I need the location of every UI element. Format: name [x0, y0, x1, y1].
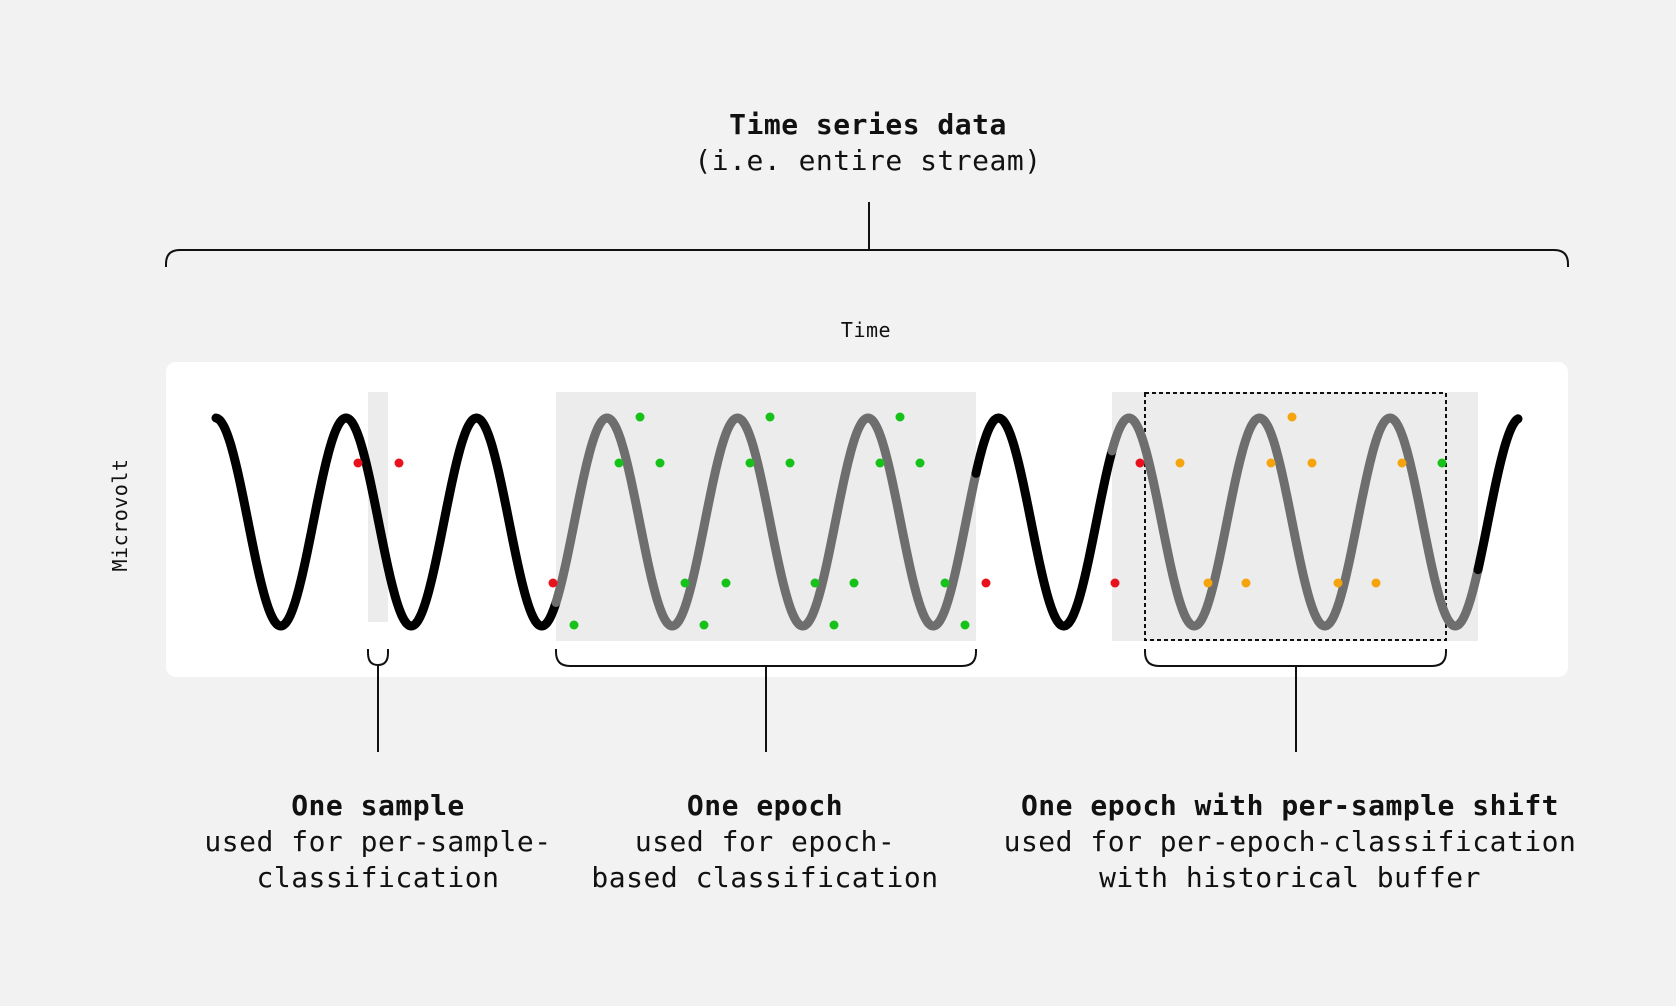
- shift-buffer-outline: [1144, 392, 1447, 641]
- marker-green-18: [1437, 458, 1447, 468]
- marker-red-0: [353, 458, 363, 468]
- marker-green-12: [849, 578, 859, 588]
- marker-red-3: [981, 578, 991, 588]
- marker-red-5: [1135, 458, 1145, 468]
- marker-red-2: [548, 578, 558, 588]
- marker-green-14: [895, 412, 905, 422]
- signal-segment-post: [1473, 414, 1523, 575]
- marker-green-11: [829, 620, 839, 630]
- sample-markers: [353, 412, 1447, 630]
- marker-green-1: [614, 458, 624, 468]
- marker-red-1: [394, 458, 404, 468]
- caption-shift-body: used for per-epoch-classification with h…: [1003, 825, 1577, 894]
- marker-green-4: [680, 578, 690, 588]
- marker-orange-2: [1241, 578, 1251, 588]
- signal-segment-epoch: [551, 413, 981, 631]
- marker-orange-3: [1266, 458, 1276, 468]
- caption-epoch: One epoch used for epoch- based classifi…: [565, 788, 965, 896]
- marker-orange-8: [1397, 458, 1407, 468]
- y-axis-label: Microvolt: [108, 458, 132, 572]
- marker-red-4: [1110, 578, 1120, 588]
- marker-orange-5: [1307, 458, 1317, 468]
- marker-green-8: [765, 412, 775, 422]
- marker-orange-0: [1175, 458, 1185, 468]
- caption-epoch-body: used for epoch- based classification: [591, 825, 939, 894]
- marker-green-13: [875, 458, 885, 468]
- page-subtitle: (i.e. entire stream): [694, 144, 1042, 177]
- marker-green-2: [635, 412, 645, 422]
- caption-shift-title: One epoch with per-sample shift: [1020, 789, 1560, 822]
- caption-sample-body: used for per-sample- classification: [204, 825, 552, 894]
- caption-epoch-title: One epoch: [686, 789, 844, 822]
- marker-green-3: [655, 458, 665, 468]
- caption-sample: One sample used for per-sample- classifi…: [178, 788, 578, 896]
- marker-green-0: [569, 620, 579, 630]
- marker-green-15: [915, 458, 925, 468]
- signal-segment-pre: [211, 413, 561, 631]
- marker-green-6: [721, 578, 731, 588]
- signal-segment-mid: [971, 413, 1117, 631]
- marker-orange-4: [1287, 412, 1297, 422]
- x-axis-label: Time: [840, 318, 892, 342]
- marker-orange-1: [1203, 578, 1213, 588]
- caption-shift: One epoch with per-sample shift used for…: [980, 788, 1600, 896]
- signal-segment-shift: [1107, 413, 1483, 631]
- marker-green-17: [960, 620, 970, 630]
- marker-green-16: [940, 578, 950, 588]
- marker-green-5: [699, 620, 709, 630]
- marker-green-9: [785, 458, 795, 468]
- marker-green-10: [810, 578, 820, 588]
- stream-brace-bar: [165, 249, 1569, 267]
- signal: [211, 413, 1523, 631]
- marker-orange-7: [1371, 578, 1381, 588]
- marker-green-7: [745, 458, 755, 468]
- caption-sample-title: One sample: [291, 789, 465, 822]
- marker-orange-6: [1333, 578, 1343, 588]
- stream-brace: [165, 202, 1569, 267]
- page-title: Time series data: [729, 108, 1007, 141]
- title-block: Time series data (i.e. entire stream): [538, 107, 1198, 179]
